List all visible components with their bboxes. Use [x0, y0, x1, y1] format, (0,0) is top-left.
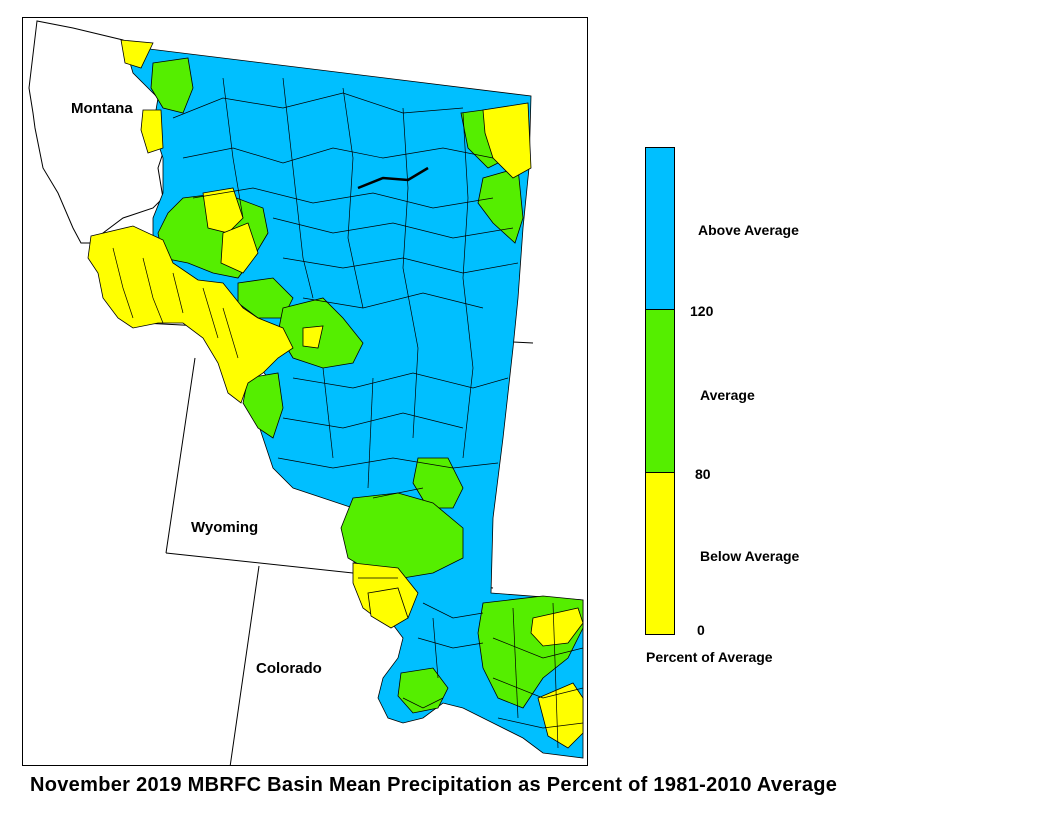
region-below-average — [202, 187, 244, 234]
legend-swatch-below — [645, 472, 675, 635]
legend — [645, 147, 675, 635]
legend-label-below: Below Average — [700, 548, 800, 564]
region-below-average — [482, 102, 532, 179]
legend-label-average: Average — [700, 387, 755, 403]
legend-label-above: Above Average — [698, 222, 799, 238]
region-below-average — [87, 225, 294, 404]
region-below-average — [120, 39, 154, 69]
colorado-west-line — [229, 565, 260, 765]
basin-boundaries — [112, 77, 584, 749]
region-below-average — [537, 682, 584, 749]
legend-swatch-above — [645, 147, 675, 310]
lake-feature — [357, 166, 429, 190]
wyoming-west-line — [165, 357, 196, 554]
legend-tick-120: 120 — [690, 303, 714, 319]
region-below-average-group — [87, 39, 584, 749]
region-below-average — [220, 222, 259, 274]
region-average — [150, 57, 194, 114]
region-below-average — [367, 587, 409, 629]
state-label-colorado: Colorado — [256, 660, 322, 677]
state-label-wyoming: Wyoming — [191, 519, 259, 536]
region-average — [242, 372, 284, 439]
basin-map-svg — [28, 20, 584, 765]
basin-map: Montana Wyoming Colorado — [22, 17, 588, 766]
region-average — [412, 457, 464, 509]
region-average — [340, 492, 464, 579]
map-caption: November 2019 MBRFC Basin Mean Precipita… — [30, 774, 838, 796]
legend-title: Percent of Average — [646, 649, 773, 665]
region-below-average — [530, 607, 584, 647]
region-below-average — [302, 325, 324, 349]
region-average-group — [150, 57, 584, 714]
legend-swatch-average — [645, 309, 675, 473]
state-label-montana: Montana — [71, 100, 133, 117]
legend-tick-80: 80 — [695, 466, 711, 482]
legend-tick-0: 0 — [697, 622, 705, 638]
region-below-average — [140, 109, 164, 154]
